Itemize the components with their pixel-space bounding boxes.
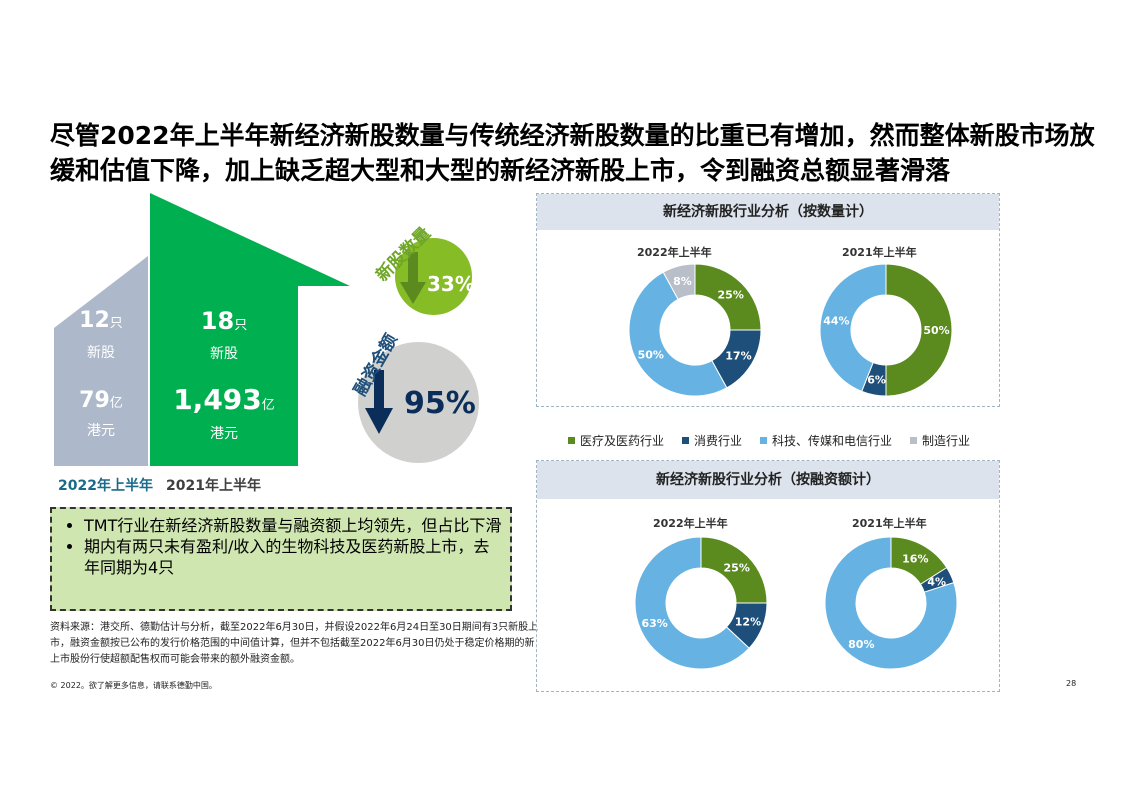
page-number: 28 bbox=[1066, 679, 1077, 688]
donut-data-label: 6% bbox=[867, 374, 886, 387]
donut-slice-tmt bbox=[634, 536, 750, 670]
count-2022: 12只 bbox=[54, 308, 148, 333]
count-2022-number: 12 bbox=[79, 308, 110, 333]
green-arrow-shape bbox=[150, 193, 350, 466]
amount-decline-value: 95% bbox=[404, 386, 476, 421]
legend-label: 制造行业 bbox=[922, 434, 971, 448]
source-note: 资料来源：港交所、德勤估计与分析，截至2022年6月30日，并假设2022年6月… bbox=[50, 622, 539, 665]
amount-2021-label: 港元 bbox=[210, 426, 238, 442]
donut-slice-tmt bbox=[819, 263, 887, 393]
donut-slice-manufacturing bbox=[662, 263, 696, 301]
count-2021-label: 新股 bbox=[210, 346, 238, 362]
donut-data-label: 12% bbox=[735, 616, 761, 629]
year-label-2022: 2022年上半年 bbox=[58, 478, 153, 494]
amount-2022: 79亿 bbox=[54, 388, 148, 413]
notes-list: TMT行业在新经济新股数量与融资额上均领先，但占比下滑 期内有两只未有盈利/收入… bbox=[62, 515, 502, 578]
count-decline-value: 33% bbox=[427, 272, 475, 296]
amount-2021-unit: 亿 bbox=[261, 398, 275, 413]
down-arrow-icon bbox=[400, 252, 426, 304]
legend-swatch bbox=[568, 437, 575, 444]
count-2021-subtitle: 2021年上半年 bbox=[842, 246, 917, 259]
donut-data-label: 63% bbox=[641, 617, 667, 630]
legend-label: 科技、传媒和电信行业 bbox=[772, 434, 893, 448]
arrow-2021: 18只 新股 1,493亿 港元 bbox=[150, 193, 350, 466]
donut-slice-tmt bbox=[628, 271, 728, 397]
notes-box: TMT行业在新经济新股数量与融资额上均领先，但占比下滑 期内有两只未有盈利/收入… bbox=[50, 507, 512, 611]
count-2022-unit: 只 bbox=[109, 316, 123, 331]
donut-data-label: 50% bbox=[923, 324, 949, 337]
count-2021-number: 18 bbox=[200, 307, 235, 335]
legend-item-consumer: 消费行业 bbox=[682, 432, 742, 449]
legend-label: 医疗及医药行业 bbox=[580, 434, 665, 448]
legend-swatch bbox=[910, 437, 918, 444]
amount-2022-unit: 亿 bbox=[109, 396, 123, 411]
donut-data-label: 4% bbox=[927, 575, 946, 588]
legend-swatch bbox=[760, 437, 768, 444]
legend-item-tmt: 科技、传媒和电信行业 bbox=[760, 432, 892, 449]
donut-slice-healthcare bbox=[885, 263, 953, 397]
amount-decline-circle: 95% bbox=[358, 342, 479, 463]
count-panel: 新经济新股行业分析（按数量计） 2022年上半年 2021年上半年 25% 17%… bbox=[536, 193, 1000, 407]
legend: 医疗及医药行业 消费行业 科技、传媒和电信行业 制造行业 bbox=[568, 432, 1008, 449]
count-decline-circle: 33% bbox=[395, 238, 475, 315]
donut-data-label: 16% bbox=[902, 553, 928, 566]
donut-slice-tmt bbox=[824, 536, 958, 670]
amount-2021: 1,493亿 bbox=[150, 383, 298, 416]
donut-data-label: 80% bbox=[848, 638, 874, 651]
arrow-2022: 12只 新股 79亿 港元 bbox=[54, 256, 148, 466]
donut-data-label: 25% bbox=[724, 561, 750, 574]
donut-chart-amount-2022: 25% 12% 63% bbox=[634, 536, 768, 670]
donut-chart-amount-2021: 16% 4% 80% bbox=[824, 536, 958, 670]
donut-data-label: 8% bbox=[673, 275, 692, 288]
donut-chart-count-2021: 50% 6% 44% bbox=[819, 263, 953, 397]
legend-label: 消费行业 bbox=[694, 434, 743, 448]
legend-item-healthcare: 医疗及医药行业 bbox=[568, 432, 664, 449]
count-2021-unit: 只 bbox=[234, 318, 248, 333]
gray-arrow-shape bbox=[54, 256, 148, 466]
note-item: 期内有两只未有盈利/收入的生物科技及医药新股上市，去年同期为4只 bbox=[84, 536, 502, 578]
note-item: TMT行业在新经济新股数量与融资额上均领先，但占比下滑 bbox=[84, 515, 502, 536]
down-arrow-icon bbox=[365, 370, 393, 434]
donut-data-label: 50% bbox=[638, 348, 664, 361]
donut-chart-count-2022: 25% 17% 50% 8% bbox=[628, 263, 762, 397]
copyright: © 2022。欲了解更多信息，请联系德勤中国。 bbox=[50, 681, 217, 690]
amount-2022-number: 79 bbox=[79, 388, 110, 413]
legend-item-manufacturing: 制造行业 bbox=[910, 432, 970, 449]
count-2022-label: 新股 bbox=[87, 345, 115, 361]
count-panel-title: 新经济新股行业分析（按数量计） bbox=[537, 194, 999, 230]
donut-data-label: 44% bbox=[823, 315, 849, 328]
amount-panel-title: 新经济新股行业分析（按融资额计） bbox=[537, 461, 999, 499]
legend-swatch bbox=[682, 437, 690, 444]
amount-2022-label: 港元 bbox=[87, 423, 115, 439]
count-2022-subtitle: 2022年上半年 bbox=[637, 246, 712, 259]
page-title: 尽管2022年上半年新经济新股数量与传统经济新股数量的比重已有增加，然而整体新股… bbox=[50, 121, 1095, 185]
amount-2021-subtitle: 2021年上半年 bbox=[852, 517, 927, 530]
count-2021: 18只 bbox=[150, 307, 298, 335]
amount-2021-number: 1,493 bbox=[173, 383, 262, 416]
amount-2022-subtitle: 2022年上半年 bbox=[653, 517, 728, 530]
donut-data-label: 17% bbox=[725, 350, 751, 363]
amount-panel: 新经济新股行业分析（按融资额计） 2022年上半年 2021年上半年 25% 12… bbox=[536, 460, 1000, 692]
donut-data-label: 25% bbox=[718, 288, 744, 301]
year-label-2021: 2021年上半年 bbox=[166, 478, 261, 494]
